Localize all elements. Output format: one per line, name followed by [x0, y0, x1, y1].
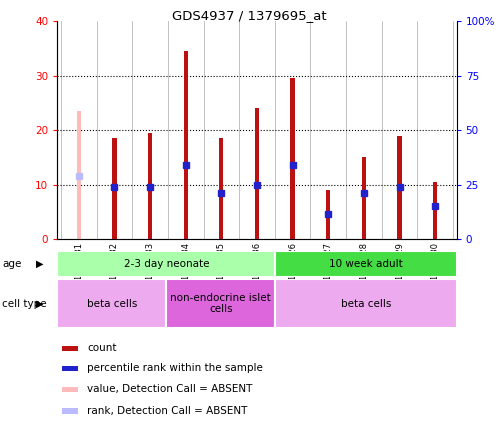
Bar	[397, 135, 402, 239]
Text: cell type: cell type	[2, 299, 47, 309]
Text: age: age	[2, 259, 22, 269]
Bar	[362, 157, 366, 239]
Bar	[112, 138, 117, 239]
Text: rank, Detection Call = ABSENT: rank, Detection Call = ABSENT	[87, 406, 248, 416]
Text: GDS4937 / 1379695_at: GDS4937 / 1379695_at	[172, 9, 327, 22]
Text: percentile rank within the sample: percentile rank within the sample	[87, 363, 263, 374]
Bar	[57, 279, 166, 328]
Bar	[77, 111, 81, 239]
Bar	[62, 346, 78, 351]
Bar	[166, 279, 275, 328]
Bar	[62, 409, 78, 414]
Bar	[290, 78, 295, 239]
Text: non-endocrine islet
cells: non-endocrine islet cells	[170, 293, 271, 314]
Text: ▶: ▶	[36, 299, 43, 309]
Bar	[57, 251, 275, 277]
Bar	[219, 138, 224, 239]
Text: beta cells: beta cells	[341, 299, 391, 308]
Bar	[326, 190, 330, 239]
Text: value, Detection Call = ABSENT: value, Detection Call = ABSENT	[87, 385, 252, 394]
Bar	[275, 251, 457, 277]
Bar	[433, 182, 437, 239]
Bar	[148, 133, 152, 239]
Text: 10 week adult: 10 week adult	[329, 259, 403, 269]
Text: beta cells: beta cells	[87, 299, 137, 308]
Bar	[275, 279, 457, 328]
Bar	[184, 51, 188, 239]
Text: count: count	[87, 343, 117, 354]
Text: 2-3 day neonate: 2-3 day neonate	[124, 259, 209, 269]
Text: ▶: ▶	[36, 259, 43, 269]
Bar	[62, 387, 78, 392]
Bar	[62, 366, 78, 371]
Bar	[255, 108, 259, 239]
